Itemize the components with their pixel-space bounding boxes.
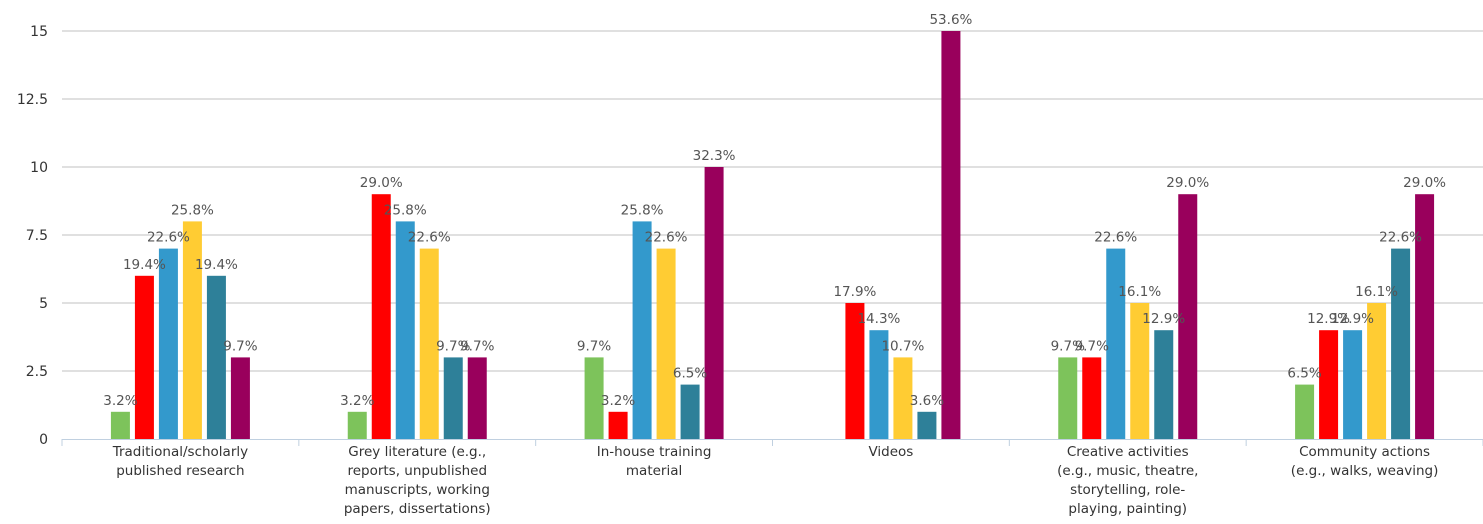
- bar: [845, 303, 865, 439]
- data-label: 9.7%: [1051, 338, 1085, 354]
- y-tick-label: 12.5: [17, 92, 48, 108]
- category-label: manuscripts, working: [345, 482, 490, 498]
- data-label: 3.6%: [910, 393, 944, 409]
- data-label: 53.6%: [929, 12, 972, 28]
- data-label: 3.2%: [103, 393, 137, 409]
- bar: [1343, 330, 1363, 439]
- data-label: 17.9%: [833, 284, 876, 300]
- data-label: 16.1%: [1355, 284, 1398, 300]
- gridlines: [62, 30, 1483, 372]
- bar: [371, 194, 391, 439]
- data-label: 22.6%: [645, 230, 688, 246]
- category-label: published research: [116, 463, 244, 479]
- data-label: 22.6%: [408, 230, 451, 246]
- bar: [182, 221, 202, 439]
- category-label: material: [626, 463, 682, 479]
- bar: [443, 357, 463, 439]
- bar: [1106, 248, 1126, 439]
- data-label: 25.8%: [621, 202, 664, 218]
- y-tick-label: 15: [30, 24, 48, 40]
- x-axis: [61, 439, 1483, 446]
- data-label: 9.7%: [577, 338, 611, 354]
- category-label: Grey literature (e.g.,: [348, 444, 486, 460]
- y-tick-label: 0: [39, 432, 48, 448]
- bar: [608, 411, 628, 439]
- bar: [869, 330, 889, 439]
- bars: [110, 31, 1435, 439]
- bar: [1415, 194, 1435, 439]
- category-label: Traditional/scholarly: [112, 444, 248, 460]
- data-label: 14.3%: [857, 311, 900, 327]
- data-label: 25.8%: [171, 202, 214, 218]
- data-label: 9.7%: [436, 338, 470, 354]
- bar: [917, 411, 937, 439]
- y-tick-label: 7.5: [26, 228, 48, 244]
- category-label: (e.g., walks, weaving): [1291, 463, 1439, 479]
- bar: [1319, 330, 1339, 439]
- data-label: 22.6%: [147, 230, 190, 246]
- category-label: Videos: [868, 444, 913, 460]
- bar: [680, 384, 700, 439]
- data-label: 6.5%: [673, 366, 707, 382]
- data-label: 12.9%: [1331, 311, 1374, 327]
- data-label: 22.6%: [1379, 230, 1422, 246]
- category-label: Community actions: [1299, 444, 1430, 460]
- category-label: Creative activities: [1067, 444, 1189, 460]
- bar: [656, 248, 676, 439]
- bar: [632, 221, 652, 439]
- bar: [1130, 303, 1150, 439]
- bar: [1367, 303, 1387, 439]
- category-labels: Traditional/scholarly published research G…: [112, 444, 1439, 517]
- bar: [419, 248, 439, 439]
- data-label: 16.1%: [1118, 284, 1161, 300]
- data-label: 19.4%: [195, 257, 238, 273]
- y-tick-label: 2.5: [26, 364, 48, 380]
- bar: [395, 221, 415, 439]
- bar: [1178, 194, 1198, 439]
- y-axis-tick-labels: 0 2.5 5 7.5 10 12.5 15: [17, 24, 48, 448]
- bar: [1295, 384, 1315, 439]
- bar: [704, 167, 724, 439]
- bar: [1154, 330, 1174, 439]
- bar: [584, 357, 604, 439]
- bar: [158, 248, 178, 439]
- data-labels: 3.2% 19.4% 22.6% 25.8% 19.4% 9.7% 3.2% 29.0% 25.…: [103, 12, 1446, 409]
- bar: [1082, 357, 1102, 439]
- bar: [467, 357, 487, 439]
- data-label: 29.0%: [1403, 175, 1446, 191]
- bar: [347, 411, 367, 439]
- y-tick-label: 5: [39, 296, 48, 312]
- bar: [206, 275, 226, 439]
- bar: [893, 357, 913, 439]
- bar: [110, 411, 130, 439]
- data-label: 22.6%: [1094, 230, 1137, 246]
- data-label: 9.7%: [460, 338, 494, 354]
- category-label: (e.g., music, theatre,: [1057, 463, 1198, 479]
- data-label: 12.9%: [1307, 311, 1350, 327]
- data-label: 9.7%: [1075, 338, 1109, 354]
- data-label: 32.3%: [693, 148, 736, 164]
- category-label: papers, dissertations): [344, 501, 491, 517]
- bar: [230, 357, 250, 439]
- data-label: 6.5%: [1287, 366, 1321, 382]
- y-tick-label: 10: [30, 160, 48, 176]
- data-label: 10.7%: [881, 338, 924, 354]
- data-label: 19.4%: [123, 257, 166, 273]
- data-label: 9.7%: [223, 338, 257, 354]
- bar: [1391, 248, 1411, 439]
- data-label: 3.2%: [601, 393, 635, 409]
- category-label: storytelling, role-: [1070, 482, 1185, 498]
- data-label: 29.0%: [360, 175, 403, 191]
- bar: [941, 31, 961, 439]
- data-label: 3.2%: [340, 393, 374, 409]
- category-label: In-house training: [597, 444, 712, 460]
- category-label: playing, painting): [1068, 501, 1187, 517]
- category-label: reports, unpublished: [347, 463, 487, 479]
- bar: [134, 275, 154, 439]
- data-label: 29.0%: [1166, 175, 1209, 191]
- data-label: 12.9%: [1142, 311, 1185, 327]
- bar: [1058, 357, 1078, 439]
- data-label: 25.8%: [384, 202, 427, 218]
